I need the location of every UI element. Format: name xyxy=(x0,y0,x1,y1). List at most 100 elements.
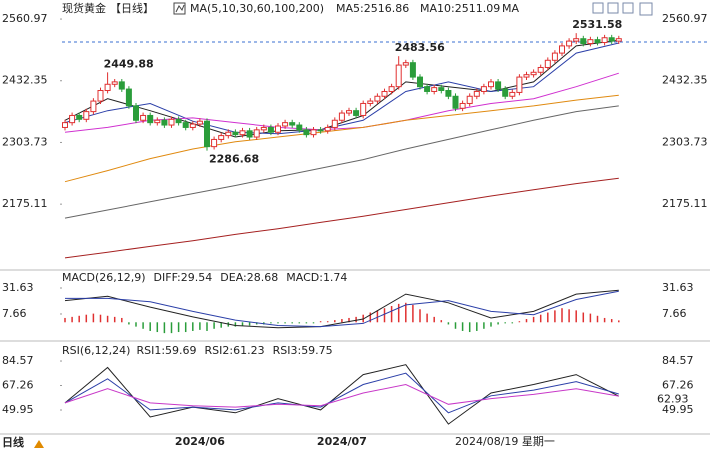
legend-name: RSI2: xyxy=(205,344,234,357)
legend-value: 59.75 xyxy=(301,344,333,357)
candle-body xyxy=(303,129,310,136)
candle-body xyxy=(559,45,565,54)
candle-body xyxy=(374,95,381,102)
candle-body xyxy=(445,90,452,97)
title: 现货黄金 xyxy=(62,1,106,15)
candle-body xyxy=(402,62,409,66)
candle-body xyxy=(601,37,608,44)
line xyxy=(64,105,619,219)
tool-icon[interactable] xyxy=(592,2,604,14)
candle-body xyxy=(566,40,573,47)
legend-name: MA xyxy=(502,2,519,15)
y-tick-label: 2303.73 xyxy=(2,135,48,148)
cursor-label: 2024/08/19 星期一 xyxy=(455,435,555,448)
legend-value: 29.54 xyxy=(181,271,213,284)
candle-body xyxy=(267,126,274,133)
y-tick-label: 67.26 xyxy=(2,379,34,392)
candle-body xyxy=(260,126,267,131)
y-tick-label: 49.95 xyxy=(2,403,34,416)
tool-icon[interactable] xyxy=(622,2,634,14)
legend-name: RSI1: xyxy=(136,344,165,357)
candle-body xyxy=(516,76,523,93)
legend-name: MACD: xyxy=(286,271,323,284)
candle-body xyxy=(587,39,594,44)
candle-body xyxy=(381,90,388,97)
candle-body xyxy=(424,86,431,92)
annotation: 2483.56 xyxy=(395,41,445,54)
candle-body xyxy=(431,87,438,92)
y-tick-label-right: 2560.97 xyxy=(662,12,708,25)
tool-icon[interactable] xyxy=(639,2,653,16)
candle-body xyxy=(459,102,466,109)
candle-body xyxy=(310,129,317,136)
y-tick-label: 2175.11 xyxy=(2,197,48,210)
candle-body xyxy=(353,110,360,116)
candle-body xyxy=(466,95,473,104)
candle-body xyxy=(438,87,445,92)
candle-body xyxy=(104,83,111,92)
candle-body xyxy=(346,110,352,114)
candle-body xyxy=(473,90,480,97)
candle-body xyxy=(488,81,494,88)
line xyxy=(64,42,619,135)
candle-body xyxy=(296,124,303,131)
footer-arrow xyxy=(34,440,44,448)
line xyxy=(64,94,619,183)
candle-body xyxy=(189,123,196,128)
footer-period: 日线 xyxy=(2,435,24,449)
candle-body xyxy=(232,131,239,136)
candle-body xyxy=(154,119,161,124)
tool-icon[interactable] xyxy=(607,2,619,14)
candle-body xyxy=(69,114,76,124)
candle-body xyxy=(509,91,516,97)
candle-body xyxy=(573,38,580,42)
candle-body xyxy=(111,81,118,85)
candle-body xyxy=(388,86,395,92)
last-value-label: 62.93 xyxy=(657,393,689,406)
x-tick-label: 2024/07 xyxy=(317,435,367,448)
candle-body xyxy=(133,105,139,121)
line xyxy=(64,372,619,414)
candle-body xyxy=(502,88,509,97)
candle-body xyxy=(253,129,260,138)
indicator: MA(5,10,30,60,100,200) xyxy=(190,2,324,15)
indicator-icon xyxy=(175,4,185,13)
candle-body xyxy=(275,125,281,133)
legend-name: MA10: xyxy=(420,2,455,15)
line xyxy=(65,290,619,328)
legend-name: RSI3: xyxy=(273,344,302,357)
candle-body xyxy=(580,38,587,44)
x-tick-label: 2024/06 xyxy=(175,435,225,448)
candle-body xyxy=(211,138,218,148)
y-tick-label-right: 7.66 xyxy=(662,307,687,320)
y-tick-label-right: 2432.35 xyxy=(662,74,708,87)
candle-body xyxy=(196,120,203,125)
line xyxy=(64,383,619,408)
toolbar[interactable] xyxy=(592,2,653,16)
period: 【日线】 xyxy=(110,1,154,15)
candle-body xyxy=(537,66,544,73)
y-tick-label: 84.57 xyxy=(2,354,34,367)
y-tick-label: 31.63 xyxy=(2,281,34,294)
candle-body xyxy=(452,95,459,109)
candle-body xyxy=(367,100,374,104)
y-tick-label: 7.66 xyxy=(2,307,27,320)
y-tick-label-right: 2175.11 xyxy=(662,197,708,210)
panel-title: RSI(6,12,24) xyxy=(62,344,130,357)
candle-body xyxy=(175,118,182,124)
candle-body xyxy=(282,122,289,127)
candle-body xyxy=(218,135,225,140)
candle-body xyxy=(118,81,125,90)
candle-body xyxy=(608,37,615,42)
candle-body xyxy=(62,122,68,128)
candle-body xyxy=(168,118,175,126)
candle-body xyxy=(161,119,168,126)
candle-body xyxy=(615,38,622,42)
legend-value: 2511.09 xyxy=(455,2,501,15)
y-tick-label-right: 31.63 xyxy=(662,281,694,294)
legend-name: DEA: xyxy=(220,271,246,284)
candle-body xyxy=(147,114,154,124)
candle-body xyxy=(289,122,296,126)
candle-body xyxy=(182,122,189,128)
